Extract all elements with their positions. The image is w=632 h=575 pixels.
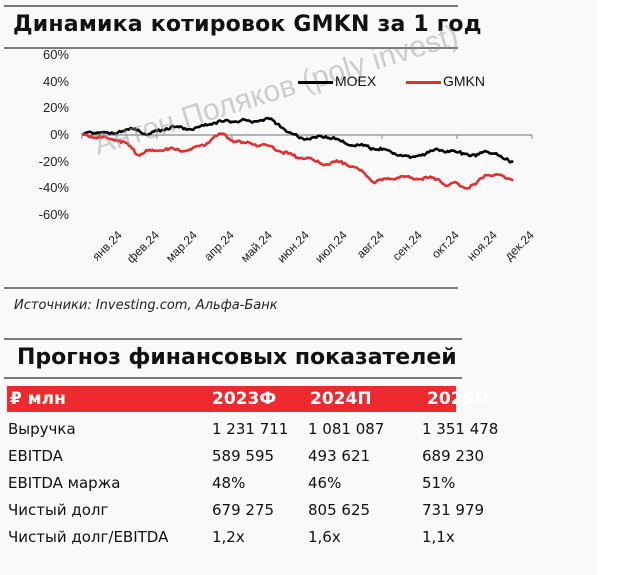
row-label: Выручка [8,420,76,438]
cell-2025: 689 230 [422,447,485,465]
cell-2025: 731 979 [422,501,485,519]
stock-dynamics-chart: 60% 40% 20% 0% -20% -40% -60% янв.24 фев.24 мар.… [0,40,560,280]
chart-title: Динамика котировок GMKN за 1 год [13,12,482,37]
table-title-bottom-divider [4,377,462,379]
table-title-top-divider [4,338,462,340]
plot-area [81,116,533,190]
source-top-divider [4,287,458,289]
legend-line-moex [298,80,333,84]
cell-2025: 1 351 478 [422,420,499,438]
cell-2023: 589 595 [212,447,275,465]
y-tick-label: 40% [42,73,69,89]
row-label: EBITDA [8,447,63,465]
cell-2024: 46% [308,474,342,492]
series-line-gmkn [81,132,514,190]
legend-label-moex: MOEX [335,73,377,89]
cell-2023: 1,2x [212,528,245,546]
table-row-ebitda: EBITDA 589 595 493 621 689 230 [7,447,484,473]
table-row-ebitda-margin: EBITDA маржа 48% 46% 51% [7,474,457,500]
cell-2024: 493 621 [308,447,371,465]
row-label: Чистый долг [8,501,109,519]
legend-label-gmkn: GMKN [443,73,485,89]
y-tick-label: 20% [42,100,69,116]
cell-2025: 1,1x [422,528,455,546]
row-label: Чистый долг/EBITDA [8,528,169,546]
header-units: ₽ млн [10,389,66,409]
y-tick-label: 0% [50,127,69,142]
table-title: Прогноз финансовых показателей [17,345,457,370]
title-divider [4,47,458,49]
legend-item-moex: MOEX [298,73,376,89]
cell-2023: 1 231 711 [212,420,289,438]
header-2023: 2023Ф [212,389,277,409]
table-row-net-debt-ebitda: Чистый долг/EBITDA 1,2x 1,6x 1,1x [7,528,457,554]
cell-2024: 1,6x [308,528,341,546]
cell-2024: 1 081 087 [308,420,385,438]
cell-2023: 48% [212,474,246,492]
header-2025: 2025П [427,389,489,409]
report-page: Динамика котировок GMKN за 1 год 60% 40% 2… [0,5,560,554]
y-tick-label: -20% [38,153,69,169]
table-row-revenue: Выручка 1 231 711 1 081 087 1 351 478 [7,420,498,446]
legend-item-gmkn: GMKN [406,73,485,89]
header-2024: 2024П [310,389,372,409]
legend-line-gmkn [406,80,441,84]
y-axis: 60% 40% 20% 0% -20% -40% -60% [23,40,69,280]
source-note: Источники: Investing.com, Альфа-Банк [14,298,278,313]
y-tick-label: -60% [38,207,69,222]
cell-2024: 805 625 [308,501,371,519]
cell-2023: 679 275 [212,501,275,519]
table-header-row: ₽ млн 2023Ф 2024П 2025П [7,386,489,412]
row-label: EBITDA маржа [8,474,121,492]
cell-2025: 51% [422,474,456,492]
series-line-moex [81,116,514,164]
y-tick-label: -40% [38,180,69,196]
y-tick-label: 60% [42,47,69,62]
table-row-net-debt: Чистый долг 679 275 805 625 731 979 [7,501,484,527]
top-divider [4,5,458,7]
